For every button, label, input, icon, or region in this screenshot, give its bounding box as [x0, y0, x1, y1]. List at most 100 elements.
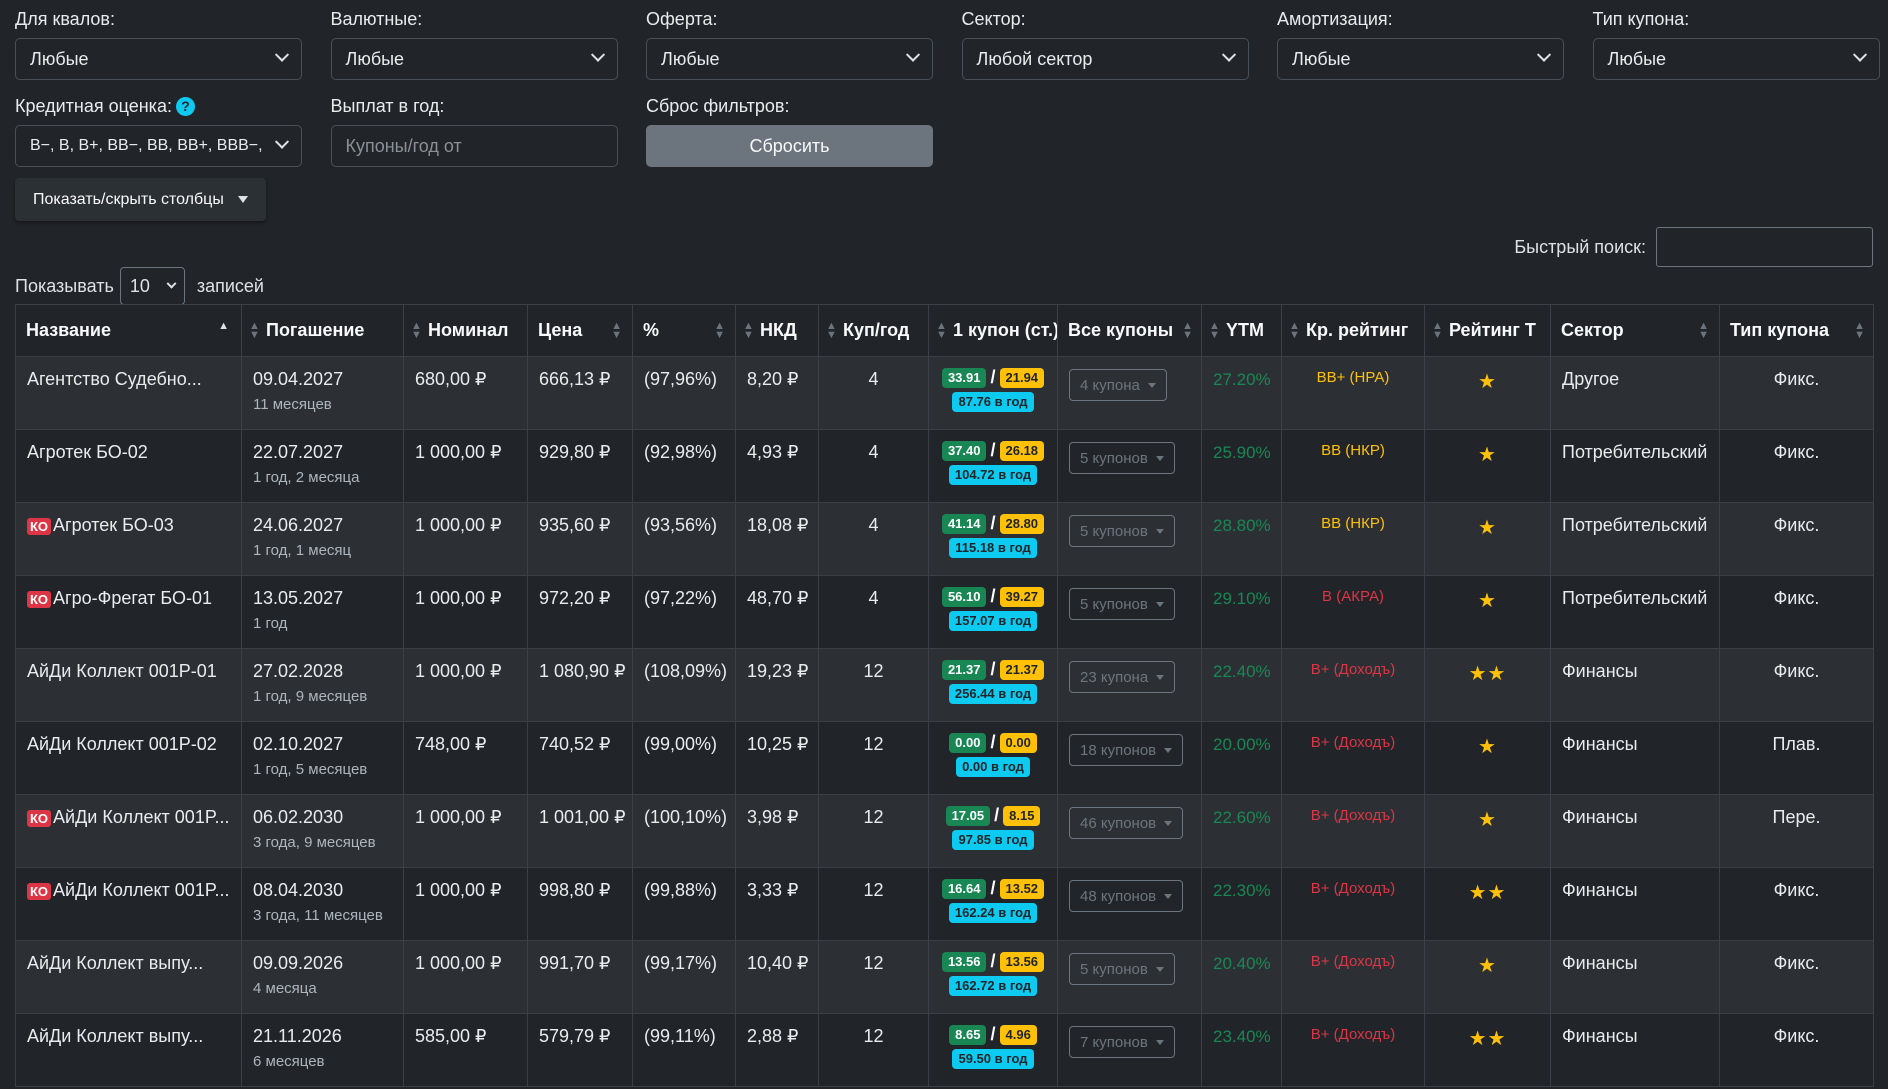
- cell-nominal: 585,00 ₽: [403, 1013, 528, 1087]
- cell-name[interactable]: АйДи Коллект выпу...: [15, 940, 242, 1014]
- offer-select[interactable]: Любые: [646, 38, 933, 80]
- sort-icon: ▲ ▼: [1209, 320, 1220, 341]
- coupon-value-badge: 56.10: [941, 586, 987, 607]
- col-credit-rating[interactable]: ▲ ▼ Кр. рейтинг: [1281, 304, 1425, 357]
- cell-coupon-type: Фикс.: [1719, 429, 1874, 503]
- col-coupon-type[interactable]: Тип купона ▲ ▼: [1719, 304, 1874, 357]
- cell-percent: (92,98%): [632, 429, 736, 503]
- search-input[interactable]: [1656, 227, 1873, 267]
- col-nkd[interactable]: ▲ ▼ НКД: [735, 304, 819, 357]
- bond-name[interactable]: АйДи Коллект 001P-02: [27, 734, 217, 754]
- table-row: АйДи Коллект 001P-02 02.10.2027 1 год, 5 м…: [15, 721, 1874, 795]
- all-coupons-dropdown[interactable]: 23 купона: [1069, 661, 1176, 693]
- help-icon[interactable]: ?: [175, 96, 195, 116]
- header-label: Название: [26, 320, 111, 340]
- credit-rating: BB+ (НРА): [1316, 369, 1390, 386]
- currency-select[interactable]: Любые: [330, 38, 618, 80]
- credit-rating: B+ (Доходъ): [1310, 1026, 1396, 1043]
- credit-rating: BB (НКР): [1321, 515, 1385, 532]
- caret-down-icon: [1147, 382, 1156, 388]
- col-nominal[interactable]: ▲ ▼ Номинал: [403, 304, 528, 357]
- cell-sector: Потребительский: [1550, 429, 1720, 503]
- select-value: Любые: [30, 48, 89, 69]
- select-value: Любые: [345, 48, 405, 69]
- col-name[interactable]: Название ▲: [15, 304, 242, 357]
- slash-separator: /: [990, 586, 996, 606]
- header-label: YTM: [1226, 320, 1264, 340]
- bond-name[interactable]: АйДи Коллект 001P...: [53, 807, 230, 827]
- bond-name[interactable]: Агентство Судебно...: [27, 369, 202, 389]
- coupon-net-badge: 0.00: [999, 732, 1037, 753]
- all-coupons-dropdown[interactable]: 5 купонов: [1069, 442, 1175, 474]
- all-coupons-dropdown[interactable]: 7 купонов: [1069, 1026, 1175, 1058]
- cell-all-coupons: 18 купонов: [1057, 721, 1202, 795]
- cell-credit-rating: B+ (Доходъ): [1281, 1013, 1425, 1087]
- sector-select[interactable]: Любой сектор: [961, 38, 1249, 80]
- coupon-value-badge: 8.65: [949, 1024, 987, 1045]
- amortization-select[interactable]: Любые: [1277, 38, 1564, 80]
- col-price[interactable]: Цена ▲ ▼: [527, 304, 633, 357]
- cell-coupons-per-year: 12: [818, 794, 929, 868]
- star-icon: ★: [1478, 955, 1497, 977]
- col-maturity[interactable]: ▲ ▼ Погашение: [241, 304, 404, 357]
- credit-rating: B+ (Доходъ): [1310, 661, 1396, 678]
- length-select[interactable]: 10: [119, 267, 185, 305]
- cell-name[interactable]: КО Агротек БО-03: [15, 502, 242, 576]
- qual-select[interactable]: Любые: [15, 38, 302, 80]
- reset-button[interactable]: Сбросить: [646, 125, 933, 167]
- col-all-coupons[interactable]: Все купоны ▲ ▼: [1057, 304, 1202, 357]
- filter-label: Амортизация:: [1277, 9, 1393, 29]
- all-coupons-dropdown[interactable]: 5 купонов: [1069, 515, 1175, 547]
- bonds-table: Название ▲ ▲ ▼ Погашение ▲ ▼ Номинал Цена ▲ ▼ %…: [15, 304, 1874, 1087]
- cell-name[interactable]: КО АйДи Коллект 001P...: [15, 867, 242, 941]
- cell-coupons-per-year: 4: [818, 356, 929, 430]
- all-coupons-dropdown[interactable]: 48 купонов: [1069, 880, 1184, 912]
- cell-sector: Потребительский: [1550, 575, 1720, 649]
- cell-name[interactable]: АйДи Коллект 001P-02: [15, 721, 242, 795]
- cell-sector: Финансы: [1550, 794, 1720, 868]
- bond-name[interactable]: Агротек БО-03: [53, 515, 174, 535]
- bond-name[interactable]: Агротек БО-02: [27, 442, 148, 462]
- payouts-input[interactable]: Купоны/год от: [330, 125, 618, 167]
- all-coupons-dropdown[interactable]: 46 купонов: [1069, 807, 1184, 839]
- cell-name[interactable]: АйДи Коллект выпу...: [15, 1013, 242, 1087]
- header-label: Номинал: [428, 320, 509, 340]
- cell-name[interactable]: Агентство Судебно...: [15, 356, 242, 430]
- all-coupons-dropdown[interactable]: 18 купонов: [1069, 734, 1184, 766]
- all-coupons-dropdown[interactable]: 5 купонов: [1069, 953, 1175, 985]
- credit-select[interactable]: B−, B, B+, BB−, BB, BB+, BBB−,: [15, 125, 302, 167]
- cell-coupons-per-year: 12: [818, 721, 929, 795]
- filter-reset: Сброс фильтров: Сбросить: [646, 93, 933, 167]
- col-sector[interactable]: Сектор ▲ ▼: [1550, 304, 1720, 357]
- col-percent[interactable]: % ▲ ▼: [632, 304, 736, 357]
- bond-name[interactable]: Агро-Фрегат БО-01: [53, 588, 212, 608]
- sort-icon: ▲ ▼: [611, 320, 622, 341]
- cell-coupon-type: Плав.: [1719, 721, 1874, 795]
- col-one-coupon[interactable]: ▲ ▼ 1 купон (ст.): [928, 304, 1058, 357]
- cell-name[interactable]: КО Агро-Фрегат БО-01: [15, 575, 242, 649]
- ytm-value: 27.20%: [1213, 370, 1271, 389]
- all-coupons-dropdown[interactable]: 5 купонов: [1069, 588, 1175, 620]
- bond-name[interactable]: АйДи Коллект 001P...: [53, 880, 230, 900]
- col-coupons-per-year[interactable]: ▲ ▼ Куп/год: [818, 304, 929, 357]
- coupon-type-select[interactable]: Любые: [1592, 38, 1880, 80]
- bond-name[interactable]: АйДи Коллект выпу...: [27, 953, 204, 973]
- all-coupons-dropdown[interactable]: 4 купона: [1069, 369, 1167, 401]
- cell-name[interactable]: КО АйДи Коллект 001P...: [15, 794, 242, 868]
- maturity-date: 09.09.2026: [253, 953, 344, 973]
- coupon-year-badge: 162.72 в год: [948, 976, 1038, 996]
- cell-nkd: 2,88 ₽: [735, 1013, 819, 1087]
- cell-name[interactable]: АйДи Коллект 001P-01: [15, 648, 242, 722]
- bond-name[interactable]: АйДи Коллект выпу...: [27, 1026, 204, 1046]
- col-ytm[interactable]: ▲ ▼ YTM: [1201, 304, 1282, 357]
- bond-name[interactable]: АйДи Коллект 001P-01: [27, 661, 217, 681]
- filter-label: Для квалов:: [15, 9, 115, 29]
- cell-name[interactable]: Агротек БО-02: [15, 429, 242, 503]
- caret-down-icon: [1155, 601, 1164, 607]
- col-rating-t[interactable]: ▲ ▼ Рейтинг Т: [1424, 304, 1551, 357]
- maturity-term: 1 год, 2 месяца: [253, 469, 360, 486]
- column-visibility-button[interactable]: Показать/скрыть столбцы: [15, 178, 266, 221]
- cell-coupons-per-year: 4: [818, 429, 929, 503]
- maturity-term: 3 года, 9 месяцев: [253, 834, 376, 851]
- coupon-net-badge: 4.96: [999, 1024, 1037, 1045]
